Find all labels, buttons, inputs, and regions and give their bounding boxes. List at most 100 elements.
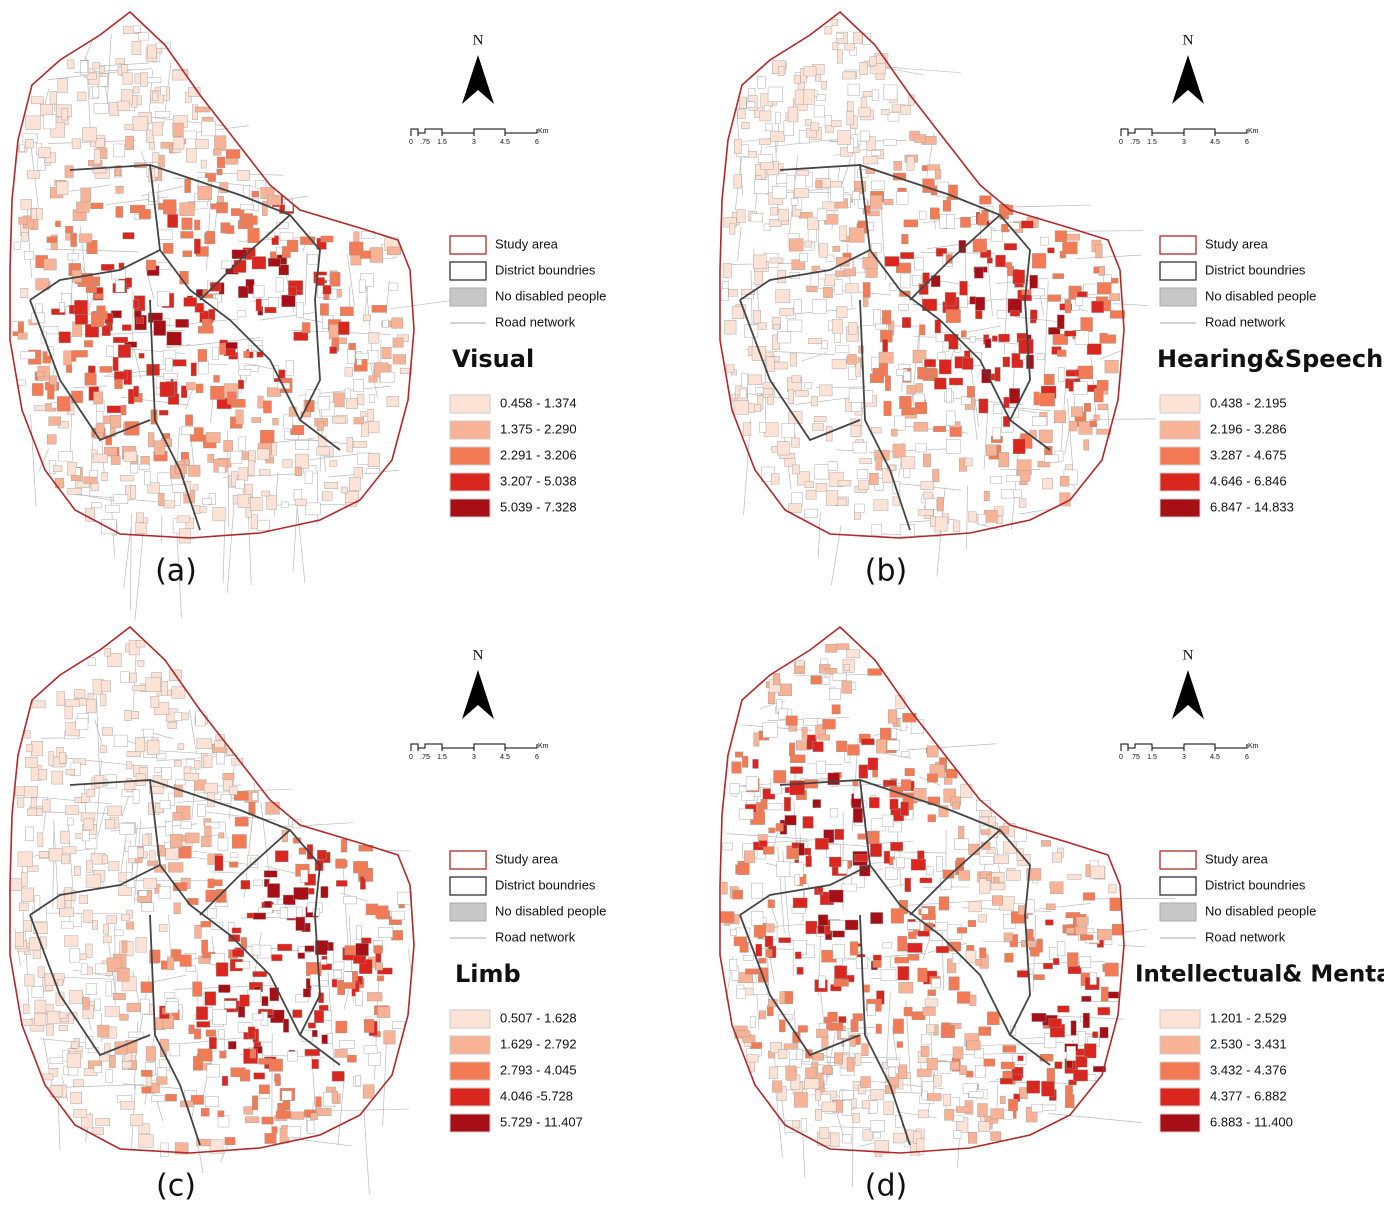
- parcel: [1002, 1109, 1014, 1120]
- parcel: [1005, 262, 1013, 268]
- parcel: [783, 1043, 799, 1050]
- parcel: [304, 945, 315, 952]
- district-boundary: [149, 914, 201, 1146]
- parcel: [113, 494, 129, 504]
- district-boundary: [859, 164, 1031, 421]
- parcel: [264, 307, 277, 314]
- parcel: [27, 170, 40, 179]
- parcel: [388, 282, 399, 291]
- parcel: [308, 1022, 316, 1029]
- parcel: [811, 395, 818, 407]
- parcel: [67, 59, 75, 69]
- parcel: [344, 367, 353, 377]
- parcel: [803, 718, 818, 726]
- parcel: [885, 780, 897, 786]
- parcel: [227, 391, 237, 405]
- parcel: [938, 805, 949, 818]
- road: [920, 1061, 922, 1102]
- parcel: [779, 307, 794, 316]
- parcel: [218, 832, 225, 839]
- parcel: [833, 979, 849, 987]
- parcel: [898, 1064, 908, 1079]
- road: [306, 438, 363, 446]
- parcel: [791, 375, 802, 383]
- parcel: [959, 1065, 967, 1075]
- parcel: [1031, 416, 1048, 427]
- parcel: [956, 927, 968, 934]
- parcel: [1008, 1098, 1018, 1112]
- parcel: [238, 467, 249, 481]
- parcel: [736, 1030, 751, 1037]
- parcel: [131, 41, 142, 55]
- parcel: [827, 772, 840, 785]
- road: [966, 485, 968, 550]
- parcel: [199, 506, 207, 513]
- parcel: [314, 1010, 324, 1023]
- parcel: [332, 416, 346, 424]
- panel-title: Hearing&Speech: [1157, 345, 1383, 373]
- parcel: [198, 360, 209, 375]
- parcel: [869, 373, 884, 383]
- parcel: [790, 198, 799, 206]
- parcel: [75, 718, 89, 730]
- parcel: [847, 83, 860, 96]
- parcel: [885, 375, 891, 391]
- class-swatch: [449, 394, 491, 414]
- legend-label: Road network: [1205, 314, 1286, 329]
- parcel: [937, 352, 946, 361]
- parcel: [1077, 1031, 1086, 1046]
- parcel: [153, 320, 166, 336]
- parcel: [10, 878, 24, 891]
- parcel: [834, 1052, 843, 1065]
- parcel: [792, 1120, 801, 1129]
- road: [1117, 944, 1146, 948]
- parcel: [310, 1112, 318, 1120]
- parcel: [768, 827, 776, 834]
- parcel: [143, 728, 154, 738]
- parcel: [797, 1025, 808, 1033]
- parcel: [759, 1010, 767, 1020]
- parcel: [773, 770, 787, 784]
- parcel: [84, 372, 97, 386]
- parcel: [874, 1140, 889, 1155]
- road: [363, 1106, 370, 1195]
- parcel: [109, 1054, 116, 1069]
- parcel: [1001, 489, 1014, 499]
- study-area-boundary: [719, 625, 1125, 1154]
- parcel: [944, 1109, 955, 1121]
- parcel: [847, 354, 857, 365]
- parcel: [156, 1076, 168, 1085]
- parcel: [772, 186, 787, 199]
- parcel: [66, 1053, 81, 1069]
- road: [57, 976, 116, 980]
- parcel: [919, 324, 926, 336]
- parcel: [124, 124, 134, 130]
- parcel: [1019, 1087, 1028, 1100]
- parcel: [1051, 852, 1062, 863]
- parcel: [897, 936, 907, 952]
- parcel: [197, 184, 212, 200]
- parcel: [1074, 330, 1089, 345]
- road: [328, 469, 400, 478]
- parcel: [381, 346, 392, 360]
- parcel: [923, 491, 933, 500]
- parcel: [999, 1095, 1006, 1104]
- parcel: [806, 285, 818, 293]
- parcel: [995, 254, 1006, 268]
- parcel: [933, 1075, 942, 1087]
- parcel: [70, 1091, 82, 1104]
- parcel: [85, 943, 93, 958]
- parcel: [853, 31, 863, 44]
- parcel: [810, 675, 822, 685]
- parcel: [986, 874, 993, 881]
- parcel: [867, 757, 879, 771]
- parcel: [876, 739, 887, 754]
- parcel: [391, 910, 406, 920]
- parcel: [996, 310, 1007, 319]
- parcel: [979, 195, 992, 205]
- parcel: [173, 136, 185, 150]
- parcel: [883, 139, 897, 146]
- road: [1075, 254, 1142, 260]
- road: [310, 453, 359, 461]
- road: [157, 183, 160, 205]
